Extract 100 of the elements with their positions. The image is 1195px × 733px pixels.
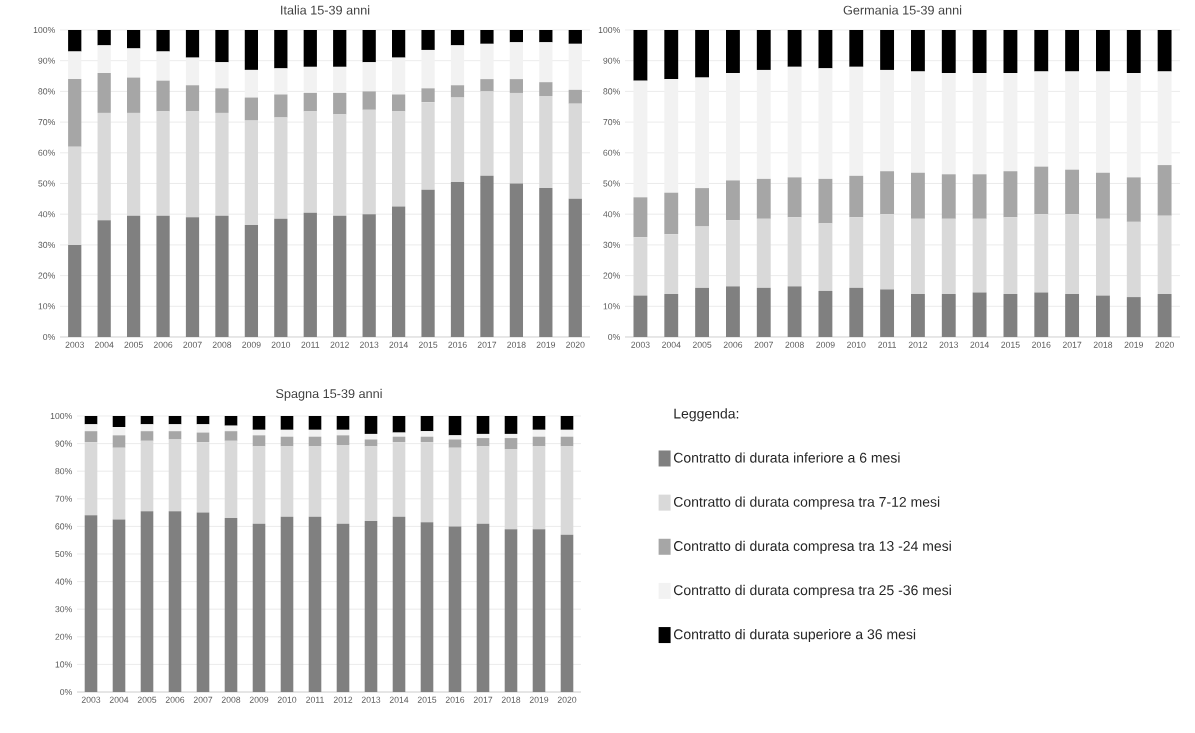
bar [140,431,154,441]
bar [448,439,462,448]
bar [421,30,435,50]
bar [448,526,462,692]
bar [392,516,406,692]
x-tick-label: 2016 [445,696,465,703]
x-tick-label: 2018 [501,696,521,703]
bar [633,80,648,198]
x-tick-label: 2010 [847,341,866,348]
x-tick-label: 2012 [330,341,349,348]
x-tick-label: 2005 [692,341,712,348]
x-tick-label: 2009 [816,341,835,348]
bar [280,516,294,692]
y-tick-label: 30% [38,241,55,248]
bar [560,534,574,692]
x-tick-label: 2005 [124,341,143,348]
bar [941,174,956,219]
x-tick-label: 2018 [1093,341,1113,348]
bar [140,440,154,512]
x-tick-label: 2015 [418,341,438,348]
bar [695,77,710,189]
bar [156,30,170,52]
legend-label: Contratto di durata compresa tra 13 -24 mesi [673,540,951,554]
bar [1034,292,1049,337]
y-tick-label: 90% [55,440,72,447]
x-tick-label: 2014 [389,696,409,703]
bar [280,416,294,430]
x-tick-label: 2003 [81,696,101,703]
x-tick-label: 2007 [183,341,202,348]
bar [421,102,435,190]
bar [1034,30,1049,72]
y-tick-label: 10% [55,661,72,668]
bar [1034,214,1049,293]
bar [196,442,210,513]
x-tick-label: 2012 [908,341,928,348]
bar [112,427,126,436]
bar [215,112,229,216]
y-tick-label: 80% [603,88,620,95]
bar [476,446,490,524]
bar [1126,221,1141,298]
bar [504,416,518,434]
bar [725,286,740,337]
bar [68,51,82,80]
bar [972,30,987,73]
bar [787,66,802,178]
bar [420,442,434,523]
x-tick-label: 2008 [212,341,232,348]
bar [480,30,494,44]
bar [421,88,435,103]
bar [756,287,771,337]
bar [568,30,582,44]
bar [156,111,170,216]
bar [910,218,925,295]
bar [539,188,553,337]
bar [1065,30,1080,72]
bar [68,146,82,245]
bar [568,103,582,199]
bar [880,30,895,70]
bar [126,112,141,216]
y-tick-label: 40% [603,211,620,218]
bar [303,30,317,67]
bar [362,109,376,215]
bar [244,97,259,121]
bar [560,446,574,535]
bar [140,424,154,432]
x-tick-label: 2016 [1032,341,1051,348]
bar [568,43,582,90]
bar [787,286,802,337]
y-tick-label: 30% [603,241,620,248]
bar [244,30,259,70]
bar [664,234,679,295]
bar [480,43,494,80]
bar [849,217,864,288]
bar [480,175,494,337]
bar [756,69,771,179]
y-tick-label: 70% [38,119,55,126]
bar [303,111,317,213]
bar [224,416,238,426]
y-tick-label: 20% [38,272,55,279]
bar [168,439,182,512]
bar [972,218,987,293]
bar [664,192,679,235]
bar [1126,297,1141,337]
bar [941,72,956,175]
bar [532,416,546,430]
bar [1095,295,1110,337]
bar [336,416,350,430]
bar [392,416,406,433]
bar [787,30,802,67]
x-tick-label: 2009 [249,696,269,703]
bar [972,174,987,219]
bar [532,429,546,437]
bar [849,287,864,337]
bar [560,429,574,437]
bar [476,523,490,692]
bar [333,30,347,67]
bar [695,188,710,227]
x-tick-label: 2009 [242,341,261,348]
y-tick-label: 0% [43,333,55,341]
bar [756,178,771,219]
